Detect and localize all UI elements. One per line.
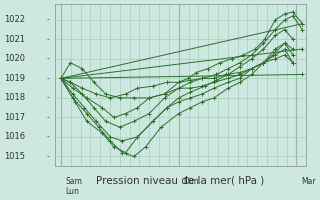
X-axis label: Pression niveau de la mer( hPa ): Pression niveau de la mer( hPa ) — [96, 175, 265, 185]
Text: Mar: Mar — [301, 177, 316, 186]
Text: 1019: 1019 — [4, 74, 25, 83]
Text: 1018: 1018 — [4, 93, 25, 102]
Text: 1015: 1015 — [4, 152, 25, 161]
Text: 1022: 1022 — [4, 15, 25, 24]
Text: Sam
Lun: Sam Lun — [66, 177, 83, 196]
Text: 1017: 1017 — [4, 113, 25, 122]
Text: 1020: 1020 — [4, 54, 25, 63]
Text: 1021: 1021 — [4, 35, 25, 44]
Text: 1016: 1016 — [4, 132, 25, 141]
Text: Dim: Dim — [183, 177, 199, 186]
